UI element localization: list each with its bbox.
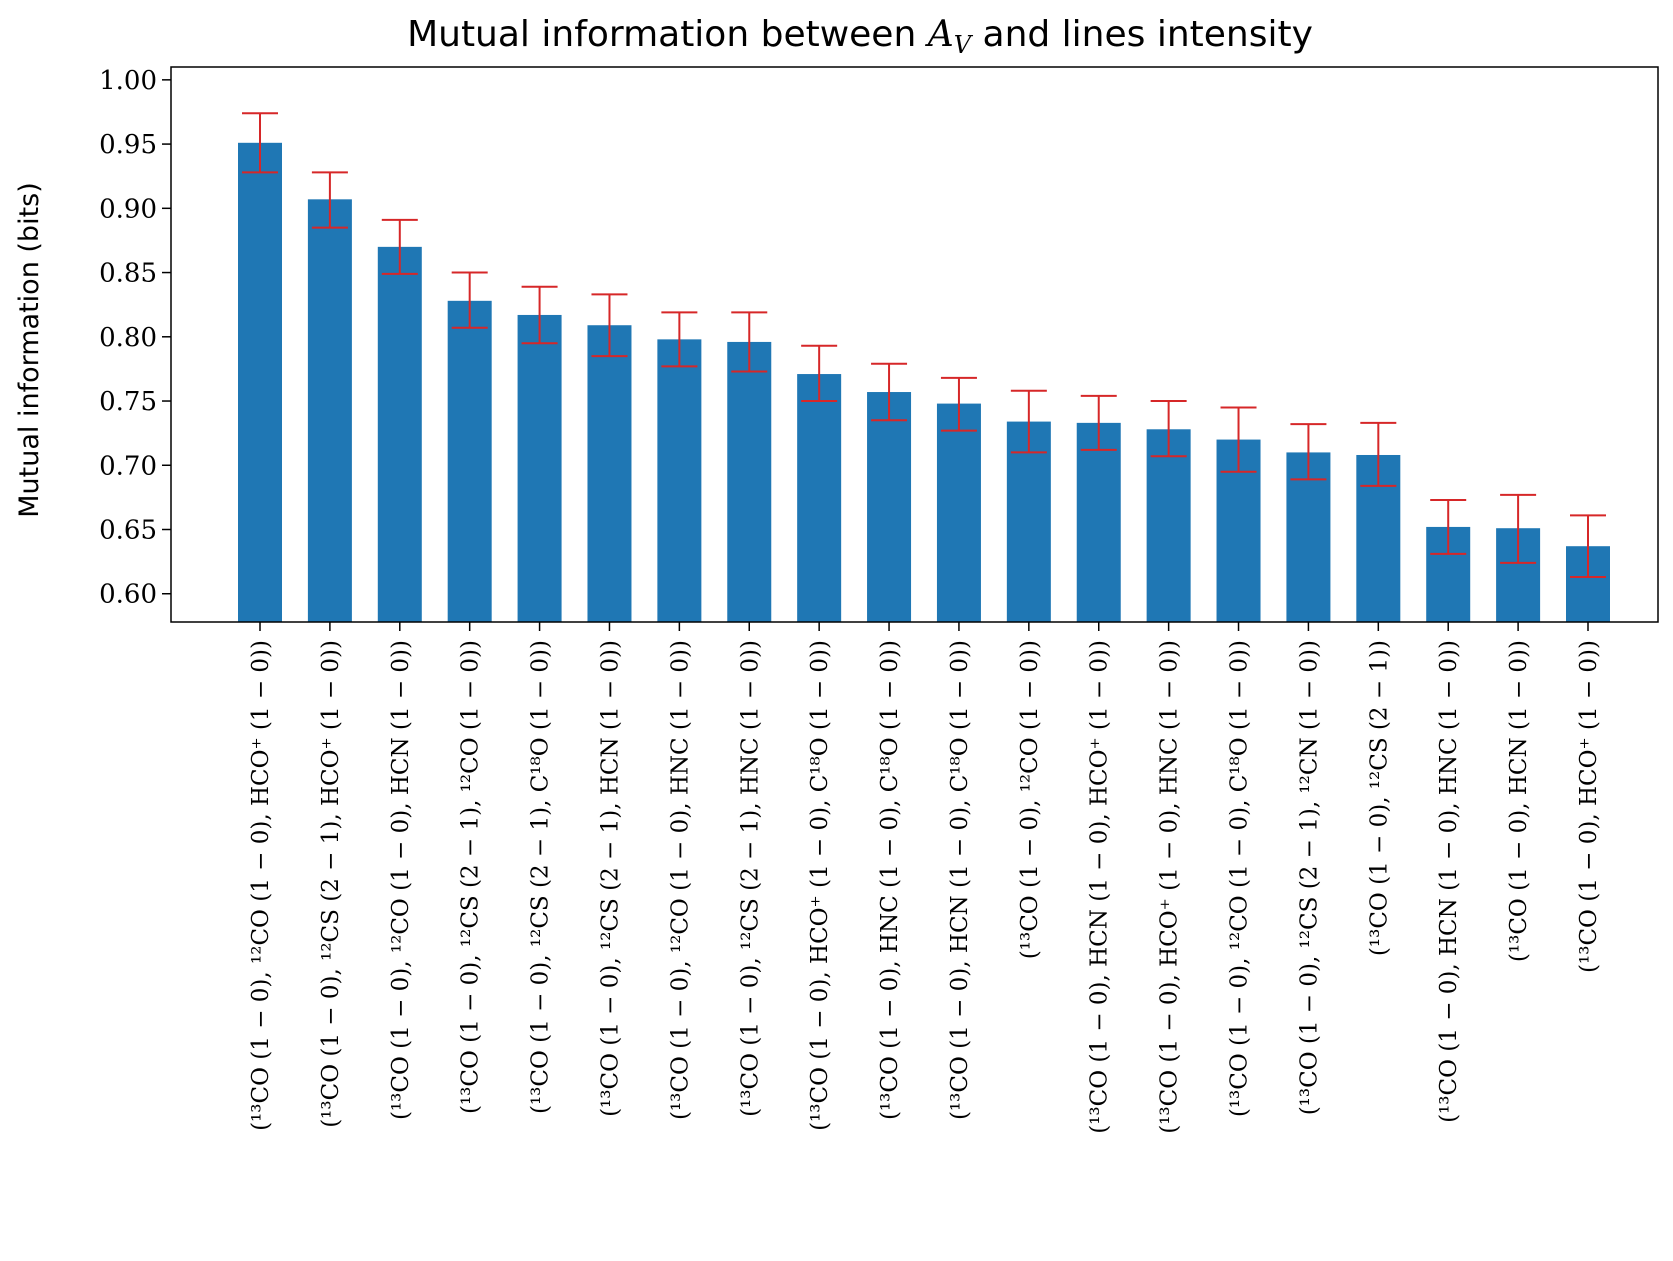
error-bar <box>661 311 698 368</box>
x-tick-label: (¹³CO (1 − 0), ¹²CO (1 − 0)) <box>1017 640 1043 959</box>
x-tick-label-line: (¹³CO (1 − 0), ¹²CS (2 − 1), C¹⁸O (1 − 0… <box>528 640 554 1114</box>
error-bar <box>521 285 558 345</box>
error-bar <box>311 171 348 229</box>
x-tick-label-line: (¹³CO (1 − 0), HCO⁺ (1 − 0), HNC (1 − 0)… <box>1157 640 1183 1134</box>
x-tick-label: (¹³CO (1 − 0), ¹²CS (2 − 1), HCO⁺ (1 − 0… <box>318 640 344 1128</box>
x-tick-label-line: (¹³CO (1 − 0), ¹²CO (1 − 0), HCN (1 − 0)… <box>388 640 414 1120</box>
bar <box>657 339 702 622</box>
bar <box>307 199 352 622</box>
x-tick-label-line: (¹³CO (1 − 0), ¹²CS (2 − 1), HNC (1 − 0)… <box>737 640 763 1117</box>
x-tick-label-line: (¹³CO (1 − 0), ¹²CO (1 − 0), HNC (1 − 0)… <box>667 640 693 1120</box>
bar <box>936 403 981 622</box>
bar <box>1006 421 1051 622</box>
x-tick-label: (¹³CO (1 − 0), ¹²CO (1 − 0), HNC (1 − 0)… <box>667 640 693 1120</box>
x-tick-label: (¹³CO (1 − 0), HCO⁺ (1 − 0), HNC (1 − 0)… <box>1157 640 1183 1134</box>
bar <box>1076 422 1121 622</box>
y-tick-label: 0.65 <box>99 516 157 546</box>
x-tick-label: (¹³CO (1 − 0), ¹²CS (2 − 1), ¹²CO (1 − 0… <box>458 640 484 1114</box>
error-bar <box>1570 514 1606 579</box>
chart-title: Mutual information between AV and lines … <box>407 14 1313 59</box>
x-tick-label-line: (¹³CO (1 − 0), HCN (1 − 0), HNC (1 − 0)) <box>1436 640 1462 1123</box>
x-tick-label-line: (¹³CO (1 − 0), ¹²CS (2 − 1), ¹²CO (1 − 0… <box>458 640 484 1114</box>
bar <box>517 314 562 622</box>
bar <box>1286 452 1331 622</box>
x-tick-label: (¹³CO (1 − 0), HCO⁺ (1 − 0), C¹⁸O (1 − 0… <box>807 640 833 1131</box>
y-tick-label: 0.60 <box>99 580 157 610</box>
y-axis-label: Mutual information (bits) <box>14 182 45 518</box>
x-tick-label-line: (¹³CO (1 − 0), ¹²CO (1 − 0), C¹⁸O (1 − 0… <box>1227 640 1253 1117</box>
x-tick-label-line: (¹³CO (1 − 0), ¹²CO (1 − 0), HCO⁺ (1 − 0… <box>248 640 274 1131</box>
y-tick-label: 0.70 <box>99 451 157 481</box>
x-tick-label-line: (¹³CO (1 − 0), HCN (1 − 0)) <box>1506 640 1532 962</box>
x-tick-label: (¹³CO (1 − 0), HCN (1 − 0), HNC (1 − 0)) <box>1436 640 1462 1123</box>
error-bar <box>1080 394 1117 451</box>
x-tick-label-line: (¹³CO (1 − 0), ¹²CS (2 − 1), ¹²CN (1 − 0… <box>1296 640 1322 1115</box>
error-bar <box>381 218 418 275</box>
y-tick-label: 0.80 <box>99 323 157 353</box>
error-bar <box>242 112 278 174</box>
y-tick-label: 0.75 <box>99 387 157 417</box>
x-tick-label: (¹³CO (1 − 0), ¹²CS (2 − 1)) <box>1366 640 1392 956</box>
x-tick-label: (¹³CO (1 − 0), HCN (1 − 0), C¹⁸O (1 − 0)… <box>947 640 973 1120</box>
error-bar <box>1220 406 1257 473</box>
error-bar <box>1010 389 1047 454</box>
bar <box>867 392 912 622</box>
y-tick-label: 1.00 <box>99 66 157 96</box>
error-bar <box>1150 400 1187 458</box>
plot-frame <box>170 66 1659 623</box>
error-bar <box>1430 498 1467 555</box>
x-tick-label: (¹³CO (1 − 0), ¹²CS (2 − 1), HNC (1 − 0)… <box>737 640 763 1117</box>
x-tick-label-line: (¹³CO (1 − 0), ¹²CS (2 − 1), HCN (1 − 0)… <box>597 640 623 1117</box>
x-tick-label: (¹³CO (1 − 0), ¹²CS (2 − 1), C¹⁸O (1 − 0… <box>528 640 554 1114</box>
x-tick-label-line: (¹³CO (1 − 0), HCO⁺ (1 − 0)) <box>1576 640 1602 973</box>
y-tick-label: 0.95 <box>99 130 157 160</box>
bar <box>1146 429 1191 622</box>
y-tick-label: 0.90 <box>99 194 157 224</box>
bar <box>377 246 422 622</box>
x-tick-label: (¹³CO (1 − 0), ¹²CO (1 − 0), C¹⁸O (1 − 0… <box>1227 640 1253 1117</box>
x-tick-label: (¹³CO (1 − 0), ¹²CO (1 − 0), HCO⁺ (1 − 0… <box>248 640 274 1131</box>
error-bar <box>1500 493 1537 564</box>
x-tick-label-line: (¹³CO (1 − 0), ¹²CO (1 − 0)) <box>1017 640 1043 959</box>
x-tick-label-line: (¹³CO (1 − 0), ¹²CS (2 − 1)) <box>1366 640 1392 956</box>
chart-title-text: Mutual information between AV and lines … <box>407 14 1313 59</box>
x-tick-label: (¹³CO (1 − 0), HNC (1 − 0), C¹⁸O (1 − 0)… <box>877 640 903 1120</box>
x-tick-label: (¹³CO (1 − 0), HCN (1 − 0), HCO⁺ (1 − 0)… <box>1087 640 1113 1134</box>
error-bar <box>940 376 977 432</box>
x-tick-label: (¹³CO (1 − 0), ¹²CS (2 − 1), ¹²CN (1 − 0… <box>1296 640 1322 1115</box>
error-bar <box>1360 421 1397 487</box>
error-bar <box>801 344 838 403</box>
y-tick-label: 0.85 <box>99 259 157 289</box>
x-tick-label-line: (¹³CO (1 − 0), HNC (1 − 0), C¹⁸O (1 − 0)… <box>877 640 903 1120</box>
error-bar <box>731 311 768 373</box>
bar <box>587 325 632 622</box>
error-bar <box>591 293 628 358</box>
error-bar <box>871 362 908 422</box>
x-tick-label: (¹³CO (1 − 0), HCN (1 − 0)) <box>1506 640 1532 962</box>
bar <box>238 142 282 622</box>
x-tick-label: (¹³CO (1 − 0), HCO⁺ (1 − 0)) <box>1576 640 1602 973</box>
x-tick-label: (¹³CO (1 − 0), ¹²CO (1 − 0), HCN (1 − 0)… <box>388 640 414 1120</box>
x-tick-label-line: (¹³CO (1 − 0), HCN (1 − 0), C¹⁸O (1 − 0)… <box>947 640 973 1120</box>
bar <box>447 300 492 622</box>
error-bar <box>1290 423 1327 481</box>
bar <box>797 374 842 622</box>
bars <box>238 142 1610 622</box>
x-tick-label: (¹³CO (1 − 0), ¹²CS (2 − 1), HCN (1 − 0)… <box>597 640 623 1117</box>
bar <box>727 341 772 622</box>
error-bars <box>242 112 1606 579</box>
x-axis-ticks: (¹³CO (1 − 0), ¹²CO (1 − 0), HCO⁺ (1 − 0… <box>248 622 1602 1134</box>
y-axis-ticks: 0.60 0.65 0.70 0.75 0.80 0.85 0.90 0.95 1.00 <box>99 66 171 610</box>
x-tick-label-line: (¹³CO (1 − 0), ¹²CS (2 − 1), HCO⁺ (1 − 0… <box>318 640 344 1128</box>
error-bar <box>451 271 488 329</box>
x-tick-label-line: (¹³CO (1 − 0), HCN (1 − 0), HCO⁺ (1 − 0)… <box>1087 640 1113 1134</box>
x-tick-label-line: (¹³CO (1 − 0), HCO⁺ (1 − 0), C¹⁸O (1 − 0… <box>807 640 833 1131</box>
